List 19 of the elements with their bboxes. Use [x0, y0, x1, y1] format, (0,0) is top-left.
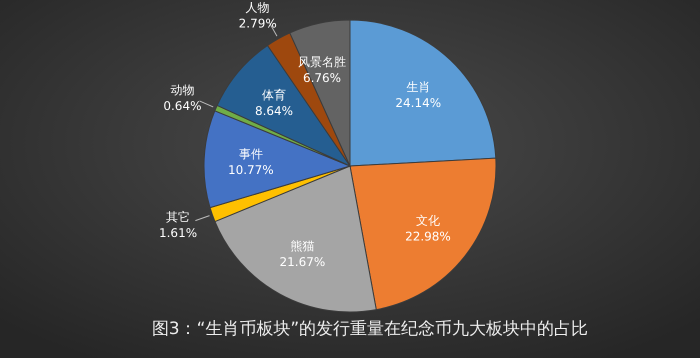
data-label: 0.64%	[163, 98, 202, 113]
data-label: 21.67%	[280, 255, 326, 270]
slice-label: 人物	[246, 0, 270, 14]
slice-label: 风景名胜	[298, 54, 346, 69]
text: 图3：“生肖币板块”的发行重量在纪念币九大板块中的占比	[152, 319, 588, 339]
data-label: 8.64%	[254, 104, 294, 118]
slice-label: 生肖	[406, 80, 430, 94]
slice-label: 事件	[238, 147, 263, 162]
slice-label: 动物	[170, 82, 194, 97]
data-label: 10.77%	[228, 163, 274, 178]
slice-label: 体育	[262, 88, 286, 102]
data-label: 1.61%	[158, 226, 198, 240]
data-label: 22.98%	[405, 229, 451, 244]
slice-label: 文化	[416, 213, 440, 228]
data-label: 6.76%	[302, 70, 342, 85]
data-label: 2.79%	[238, 16, 277, 30]
data-label: 24.14%	[395, 96, 442, 110]
slice-label: 其它	[166, 210, 190, 224]
slice-label: 熊猫	[290, 239, 314, 254]
